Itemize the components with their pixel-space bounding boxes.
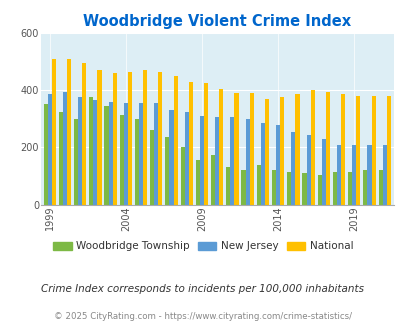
Bar [82, 63, 86, 205]
Bar [59, 112, 63, 205]
Bar [377, 170, 382, 205]
Bar [275, 124, 279, 205]
Bar [128, 72, 132, 205]
Bar [74, 119, 78, 205]
Bar [371, 96, 375, 205]
Bar [245, 119, 249, 205]
Bar [184, 112, 188, 205]
Bar [260, 123, 264, 205]
Text: Crime Index corresponds to incidents per 100,000 inhabitants: Crime Index corresponds to incidents per… [41, 284, 364, 294]
Bar [386, 96, 390, 205]
Bar [199, 116, 204, 205]
Bar [180, 148, 184, 205]
Bar [336, 145, 340, 205]
Bar [226, 167, 230, 205]
Bar [134, 119, 139, 205]
Bar [211, 154, 215, 205]
Bar [264, 99, 269, 205]
Bar [63, 92, 67, 205]
Bar [173, 76, 177, 205]
Bar [290, 132, 295, 205]
Bar [382, 145, 386, 205]
Bar [295, 94, 299, 205]
Bar [219, 89, 223, 205]
Bar [302, 173, 306, 205]
Bar [332, 172, 336, 205]
Bar [113, 73, 117, 205]
Legend: Woodbridge Township, New Jersey, National: Woodbridge Township, New Jersey, Nationa… [49, 237, 356, 255]
Bar [356, 96, 360, 205]
Title: Woodbridge Violent Crime Index: Woodbridge Violent Crime Index [83, 14, 350, 29]
Bar [139, 103, 143, 205]
Bar [204, 83, 208, 205]
Bar [188, 82, 192, 205]
Bar [351, 145, 356, 205]
Bar [108, 102, 113, 205]
Bar [78, 97, 82, 205]
Bar [286, 172, 290, 205]
Bar [124, 103, 128, 205]
Bar [241, 170, 245, 205]
Bar [279, 97, 284, 205]
Bar [347, 172, 351, 205]
Bar [89, 97, 93, 205]
Bar [367, 145, 371, 205]
Bar [67, 59, 71, 205]
Bar [93, 100, 97, 205]
Bar [325, 92, 329, 205]
Bar [104, 106, 108, 205]
Bar [234, 93, 238, 205]
Bar [249, 93, 253, 205]
Bar [150, 130, 154, 205]
Bar [43, 105, 47, 205]
Text: © 2025 CityRating.com - https://www.cityrating.com/crime-statistics/: © 2025 CityRating.com - https://www.city… [54, 313, 351, 321]
Bar [306, 135, 310, 205]
Bar [154, 103, 158, 205]
Bar [97, 70, 101, 205]
Bar [230, 117, 234, 205]
Bar [310, 90, 314, 205]
Bar [340, 94, 344, 205]
Bar [195, 160, 199, 205]
Bar [271, 170, 275, 205]
Bar [256, 165, 260, 205]
Bar [143, 70, 147, 205]
Bar [317, 175, 321, 205]
Bar [158, 72, 162, 205]
Bar [47, 94, 52, 205]
Bar [169, 110, 173, 205]
Bar [362, 170, 367, 205]
Bar [52, 59, 56, 205]
Bar [215, 117, 219, 205]
Bar [119, 115, 124, 205]
Bar [165, 137, 169, 205]
Bar [321, 139, 325, 205]
